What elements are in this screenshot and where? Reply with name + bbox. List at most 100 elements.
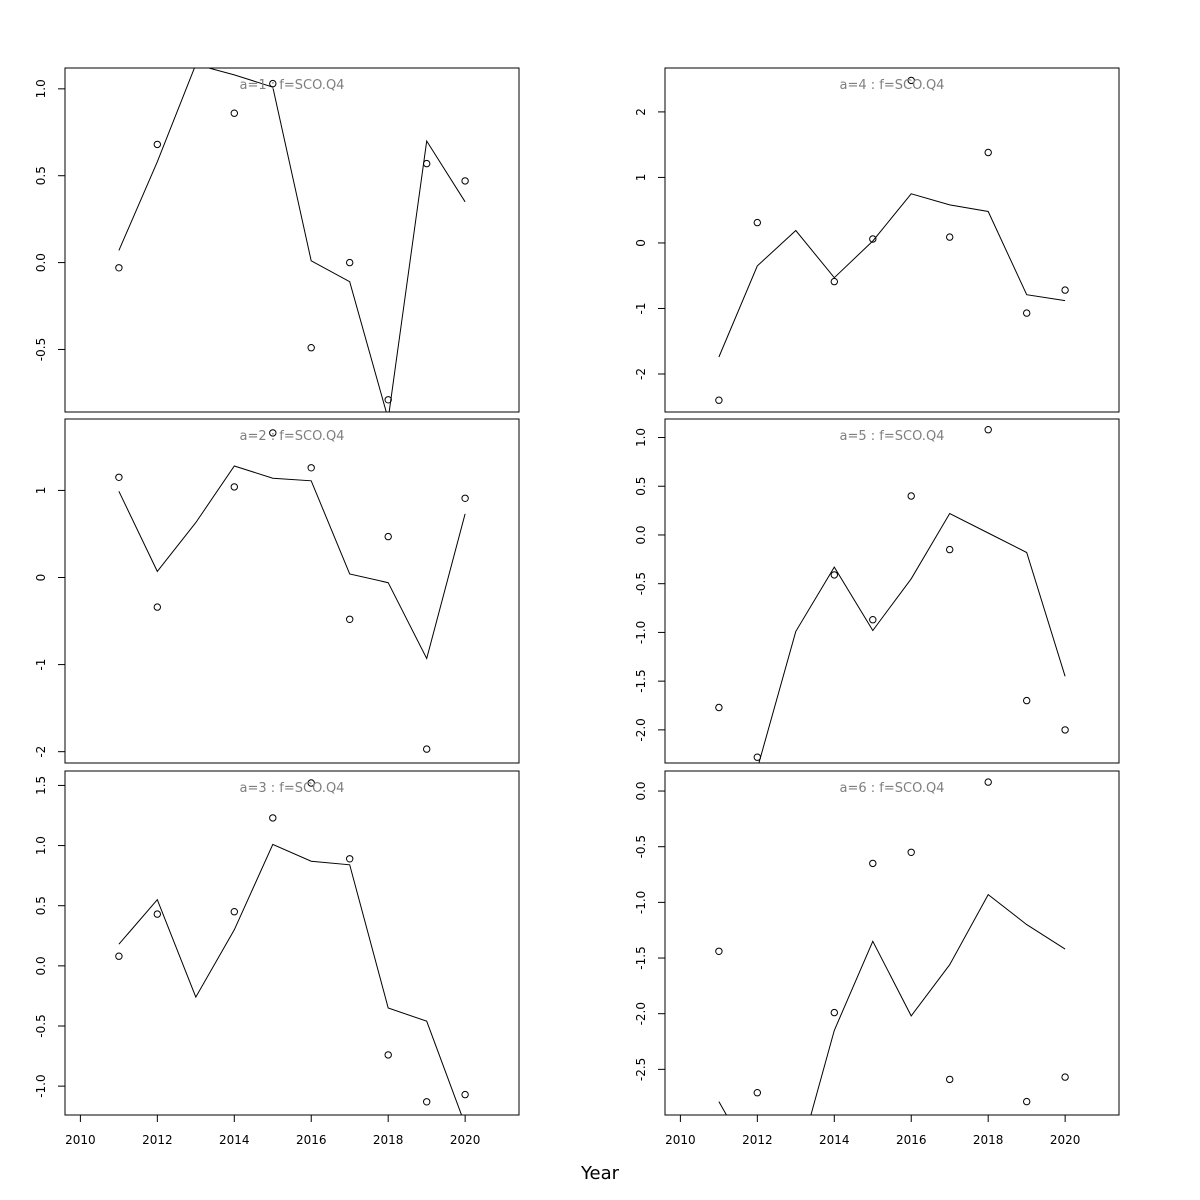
- observed-point: [153, 910, 162, 918]
- observed-point: [230, 483, 239, 491]
- y-tick-label: -2.0: [634, 718, 648, 741]
- observed-point: [1061, 286, 1069, 294]
- observed-point: [384, 1051, 392, 1059]
- observed-point: [230, 109, 239, 117]
- panel-plot-area: [115, 429, 469, 753]
- observed-point: [346, 258, 354, 267]
- panel-plot-area: [715, 426, 1069, 763]
- panel-5: a=5 : f=SCO.Q4 -2.0 -1.5 -1.0 -0.5 0.0 0.5 1.0: [634, 418, 1120, 764]
- observed-point: [307, 779, 315, 787]
- panel-plot-area: [715, 778, 1069, 1115]
- panel-title: a=1 : f=SCO.Q4: [240, 78, 345, 93]
- observed-point: [115, 264, 123, 272]
- panel-title: a=3 : f=SCO.Q4: [240, 781, 345, 796]
- observed-point: [907, 76, 915, 85]
- y-tick-label: -1.0: [634, 891, 648, 914]
- x-tick-label: 2014: [819, 1133, 850, 1147]
- observed-point: [1061, 1073, 1069, 1081]
- observed-point: [946, 233, 954, 241]
- y-tick-label: -2: [634, 368, 648, 380]
- y-tick-label: -1.0: [634, 621, 648, 644]
- observed-point: [984, 148, 992, 157]
- y-tick-label: -1.5: [634, 669, 648, 692]
- y-tick-label: -0.5: [634, 835, 648, 858]
- observed-point: [461, 177, 469, 185]
- y-tick-label: -0.5: [34, 338, 48, 361]
- x-tick-label: 2012: [142, 1133, 173, 1147]
- observed-point: [753, 1089, 761, 1097]
- x-axis-label: Year: [580, 1163, 620, 1184]
- x-tick-label: 2020: [1050, 1133, 1081, 1147]
- x-tick-label: 2016: [896, 1133, 927, 1147]
- observed-point: [423, 159, 431, 168]
- observed-point: [115, 952, 123, 960]
- observed-point: [869, 235, 877, 243]
- x-tick-label: 2010: [665, 1133, 696, 1147]
- observed-point: [907, 492, 915, 500]
- y-tick-label: -1: [634, 303, 648, 315]
- x-tick-label: 2016: [296, 1133, 327, 1147]
- observed-point: [153, 603, 162, 611]
- observed-point: [307, 344, 315, 352]
- x-tick-label: 2018: [973, 1133, 1004, 1147]
- y-tick-label: -1.5: [634, 946, 648, 969]
- panel-plot-area: [115, 779, 469, 1115]
- fitted-line: [718, 193, 1066, 358]
- observed-point: [753, 218, 761, 227]
- y-tick-label: -1.0: [34, 1074, 48, 1097]
- observed-point: [346, 855, 354, 863]
- observed-point: [830, 1008, 838, 1017]
- observed-point: [1061, 726, 1069, 734]
- fitted-line: [718, 893, 1066, 1115]
- x-tick-label: 2020: [450, 1133, 481, 1147]
- panel-plot-area: [115, 68, 469, 412]
- fitted-line: [118, 465, 466, 660]
- observed-point: [384, 532, 392, 541]
- panel-frame: [664, 418, 1120, 764]
- observed-point: [461, 1090, 469, 1099]
- y-tick-label: 1: [634, 174, 648, 182]
- y-tick-label: 0.0: [634, 781, 648, 800]
- observed-point: [869, 859, 877, 868]
- observed-point: [1022, 309, 1031, 317]
- panel-frame: [64, 67, 520, 413]
- observed-point: [753, 753, 761, 761]
- panel-3: a=3 : f=SCO.Q4 -1.0 -0.5 0.0 0.5 1.0 1.5 2010 20…: [34, 770, 520, 1147]
- observed-point: [269, 814, 277, 822]
- observed-point: [230, 908, 239, 916]
- observed-point: [423, 1098, 431, 1106]
- observed-point: [869, 616, 877, 624]
- observed-point: [715, 703, 723, 712]
- observed-point: [115, 473, 123, 481]
- observed-point: [269, 429, 277, 437]
- y-tick-label: -2: [34, 746, 48, 758]
- panel-frame: [64, 418, 520, 764]
- panel-frame: [664, 67, 1120, 413]
- panel-title: a=2 : f=SCO.Q4: [240, 429, 345, 444]
- y-tick-label: 1.0: [34, 79, 48, 98]
- y-tick-label: -2.5: [634, 1058, 648, 1081]
- y-tick-label: 0.0: [34, 956, 48, 975]
- y-tick-label: -1: [34, 659, 48, 671]
- fitted-line: [758, 512, 1066, 763]
- panel-title: a=6 : f=SCO.Q4: [840, 781, 945, 796]
- observed-point: [984, 426, 992, 434]
- y-tick-label: 2: [634, 108, 648, 116]
- x-tick-label: 2010: [65, 1133, 96, 1147]
- x-tick-label: 2012: [742, 1133, 773, 1147]
- observed-point: [830, 571, 838, 579]
- panel-plot-area: [715, 76, 1069, 404]
- observed-point: [715, 396, 723, 404]
- y-tick-label: 0.5: [34, 896, 48, 915]
- observed-point: [946, 545, 954, 554]
- y-tick-label: 0.0: [34, 253, 48, 272]
- y-tick-label: -2.0: [634, 1002, 648, 1025]
- fitted-line: [118, 68, 466, 412]
- observed-point: [946, 1075, 954, 1084]
- y-tick-label: 0.0: [634, 525, 648, 544]
- y-tick-label: -0.5: [634, 572, 648, 595]
- observed-point: [984, 778, 992, 786]
- panel-frame: [64, 770, 520, 1116]
- fitted-line: [118, 843, 463, 1115]
